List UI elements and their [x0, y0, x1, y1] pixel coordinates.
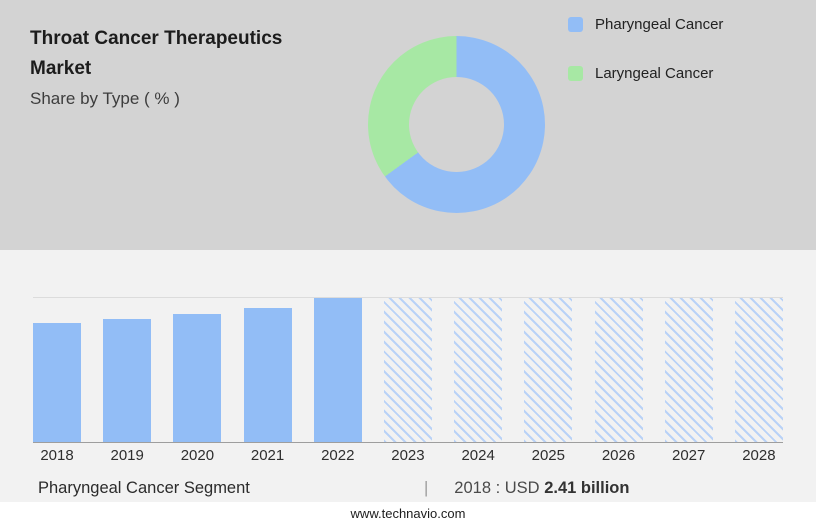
x-axis-labels: 2018 2019 2020 2021 2022 2023 2024 2025 2026 2027… — [33, 447, 783, 464]
x-axis-label-2026: 2026 — [601, 447, 636, 464]
x-axis-label-2024: 2024 — [461, 447, 495, 464]
bar-2026-forecast — [594, 298, 643, 442]
x-axis-label-2020: 2020 — [180, 447, 215, 464]
bar-plot-area — [33, 297, 783, 443]
bar-2020 — [173, 314, 222, 442]
page-title-line2: Market — [30, 58, 92, 79]
legend-label: Laryngeal Cancer — [595, 64, 714, 82]
x-axis-label-2018: 2018 — [40, 447, 74, 464]
bar-2025-forecast — [524, 298, 573, 442]
legend-swatch-icon — [568, 16, 583, 32]
bar-chart-section: 2018 2019 2020 2021 2022 2023 2024 2025 2026 2027… — [0, 250, 816, 502]
donut-hole — [409, 77, 504, 172]
value-prefix: 2018 : USD — [454, 479, 545, 497]
bar-2023-forecast — [383, 298, 432, 442]
x-axis-label-2025: 2025 — [531, 447, 565, 464]
bar-2027-forecast — [664, 298, 713, 442]
website-link[interactable]: www.technavio.com — [350, 506, 466, 521]
chart-title-block: Throat Cancer Therapeutics Market Share … — [30, 24, 282, 114]
x-axis-label-2021: 2021 — [250, 447, 285, 464]
page-title-line1: Throat Cancer Therapeutics — [30, 28, 283, 49]
bar-2028-forecast — [734, 298, 783, 442]
bar-2019 — [103, 319, 152, 442]
legend: Pharyngeal Cancer Laryngeal Cancer — [568, 14, 723, 112]
bar-2022 — [313, 298, 362, 442]
x-axis-label-2022: 2022 — [321, 447, 355, 464]
bar-2021 — [243, 308, 292, 442]
segment-caption: Pharyngeal Cancer Segment — [38, 479, 250, 497]
legend-item-laryngeal-cancer: Laryngeal Cancer — [568, 63, 723, 83]
legend-item-pharyngeal-cancer: Pharyngeal Cancer — [568, 14, 723, 34]
legend-label: Pharyngeal Cancer — [595, 15, 724, 33]
x-axis-label-2023: 2023 — [391, 447, 425, 464]
hero-section: Throat Cancer Therapeutics Market Share … — [0, 0, 816, 250]
x-axis-label-2027: 2027 — [672, 447, 706, 464]
footer: www.technavio.com — [0, 502, 816, 528]
donut-chart — [368, 36, 545, 213]
x-axis-label-2019: 2019 — [110, 447, 144, 464]
x-axis-label-2028: 2028 — [742, 447, 776, 464]
chart-subtitle: Share by Type ( % ) — [30, 89, 180, 108]
legend-swatch-icon — [568, 65, 583, 81]
value-bold: 2.41 billion — [544, 479, 630, 497]
bar-2024-forecast — [454, 298, 503, 442]
value-caption: | 2018 : USD 2.41 billion — [424, 479, 629, 498]
caption-separator: | — [424, 479, 429, 497]
bar-2018 — [33, 323, 81, 442]
